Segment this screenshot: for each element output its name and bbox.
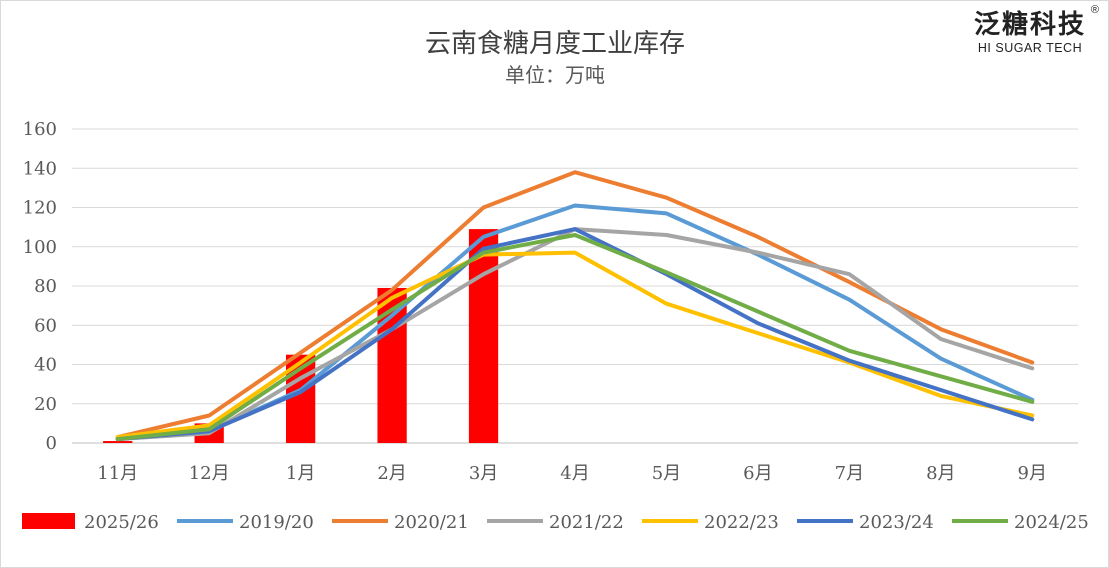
y-tick-label: 0 bbox=[46, 433, 57, 454]
x-tick-label: 12月 bbox=[189, 463, 230, 484]
y-tick-label: 160 bbox=[23, 119, 57, 140]
x-tick-label: 1月 bbox=[286, 463, 315, 484]
x-tick-label: 4月 bbox=[560, 463, 589, 484]
legend-label: 2025/26 bbox=[84, 512, 159, 533]
legend-swatch bbox=[22, 513, 75, 529]
legend-label: 2019/20 bbox=[239, 512, 314, 533]
y-tick-label: 60 bbox=[34, 315, 57, 336]
series-line bbox=[115, 233, 1035, 442]
x-axis: 11月 12月 1月 2月 3月 4月 5月 6月 7月 8月 9月 bbox=[97, 463, 1047, 484]
gridlines bbox=[72, 128, 1078, 444]
legend: 2025/26 2019/20 2020/21 2021/22 2022/23 2023/… bbox=[22, 512, 1089, 533]
bar bbox=[103, 441, 133, 443]
y-tick-label: 140 bbox=[23, 158, 57, 179]
line-series bbox=[115, 170, 1035, 442]
y-axis: 0 20 40 60 80 100 120 140 160 bbox=[23, 119, 57, 454]
y-tick-label: 120 bbox=[23, 198, 57, 219]
x-tick-label: 9月 bbox=[1018, 463, 1047, 484]
series-line bbox=[115, 250, 1035, 440]
series-line bbox=[115, 227, 1035, 442]
chart-subtitle: 单位：万吨 bbox=[505, 63, 605, 87]
bar-series bbox=[103, 229, 499, 443]
x-tick-label: 7月 bbox=[835, 463, 864, 484]
x-tick-label: 2月 bbox=[377, 463, 406, 484]
y-tick-label: 80 bbox=[34, 276, 57, 297]
legend-label: 2024/25 bbox=[1014, 512, 1089, 533]
brand-logo: 泛糖科技 HI SUGAR TECH ® bbox=[965, 4, 1099, 56]
legend-label: 2022/23 bbox=[704, 512, 779, 533]
legend-label: 2021/22 bbox=[549, 512, 624, 533]
legend-label: 2023/24 bbox=[859, 512, 934, 533]
y-tick-label: 40 bbox=[34, 355, 57, 376]
x-tick-label: 3月 bbox=[469, 463, 498, 484]
x-tick-label: 11月 bbox=[97, 463, 138, 484]
series-line bbox=[115, 227, 1035, 442]
y-tick-label: 100 bbox=[23, 237, 57, 258]
x-tick-label: 8月 bbox=[926, 463, 955, 484]
chart-title: 云南食糖月度工业库存 bbox=[425, 29, 685, 59]
brand-subtitle: HI SUGAR TECH bbox=[977, 41, 1083, 55]
x-tick-label: 6月 bbox=[743, 463, 772, 484]
legend-label: 2020/21 bbox=[394, 512, 469, 533]
brand-name: 泛糖科技 bbox=[973, 10, 1086, 40]
registered-mark: ® bbox=[1090, 4, 1099, 16]
y-tick-label: 20 bbox=[34, 394, 57, 415]
x-tick-label: 5月 bbox=[652, 463, 681, 484]
bar bbox=[468, 229, 499, 443]
